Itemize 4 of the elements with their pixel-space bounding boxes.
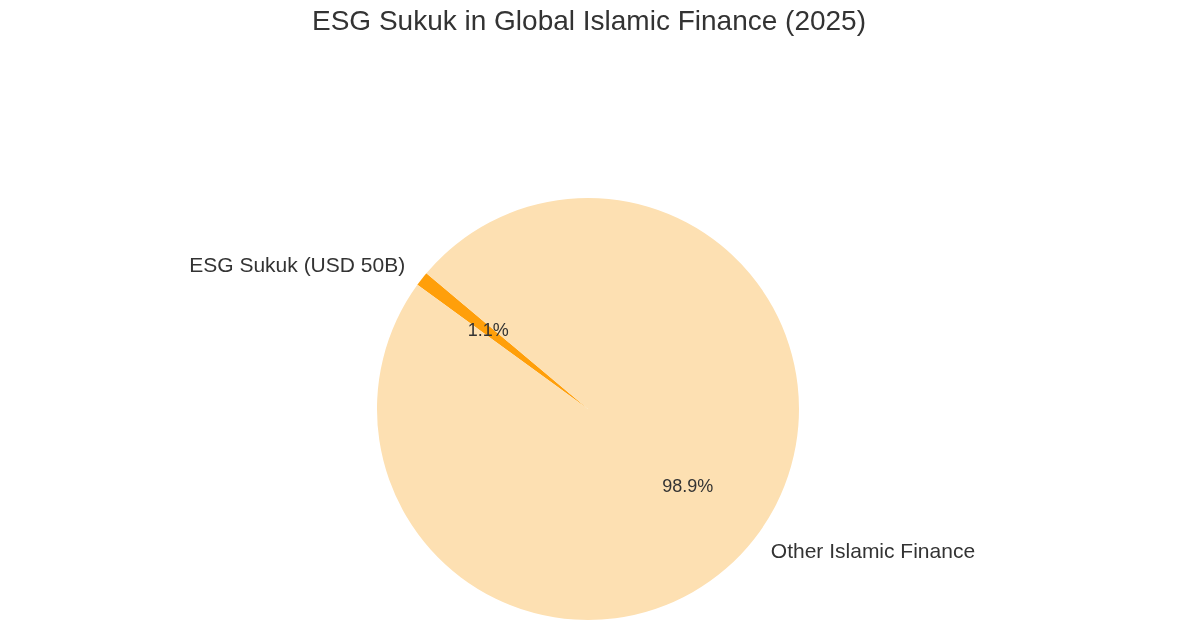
slice-label: Other Islamic Finance — [770, 538, 976, 562]
chart-title: ESG Sukuk in Global Islamic Finance (2025) — [311, 4, 867, 36]
data-label: 98.9% — [662, 475, 714, 496]
slice-label: ESG Sukuk (USD 50B) — [189, 252, 406, 276]
